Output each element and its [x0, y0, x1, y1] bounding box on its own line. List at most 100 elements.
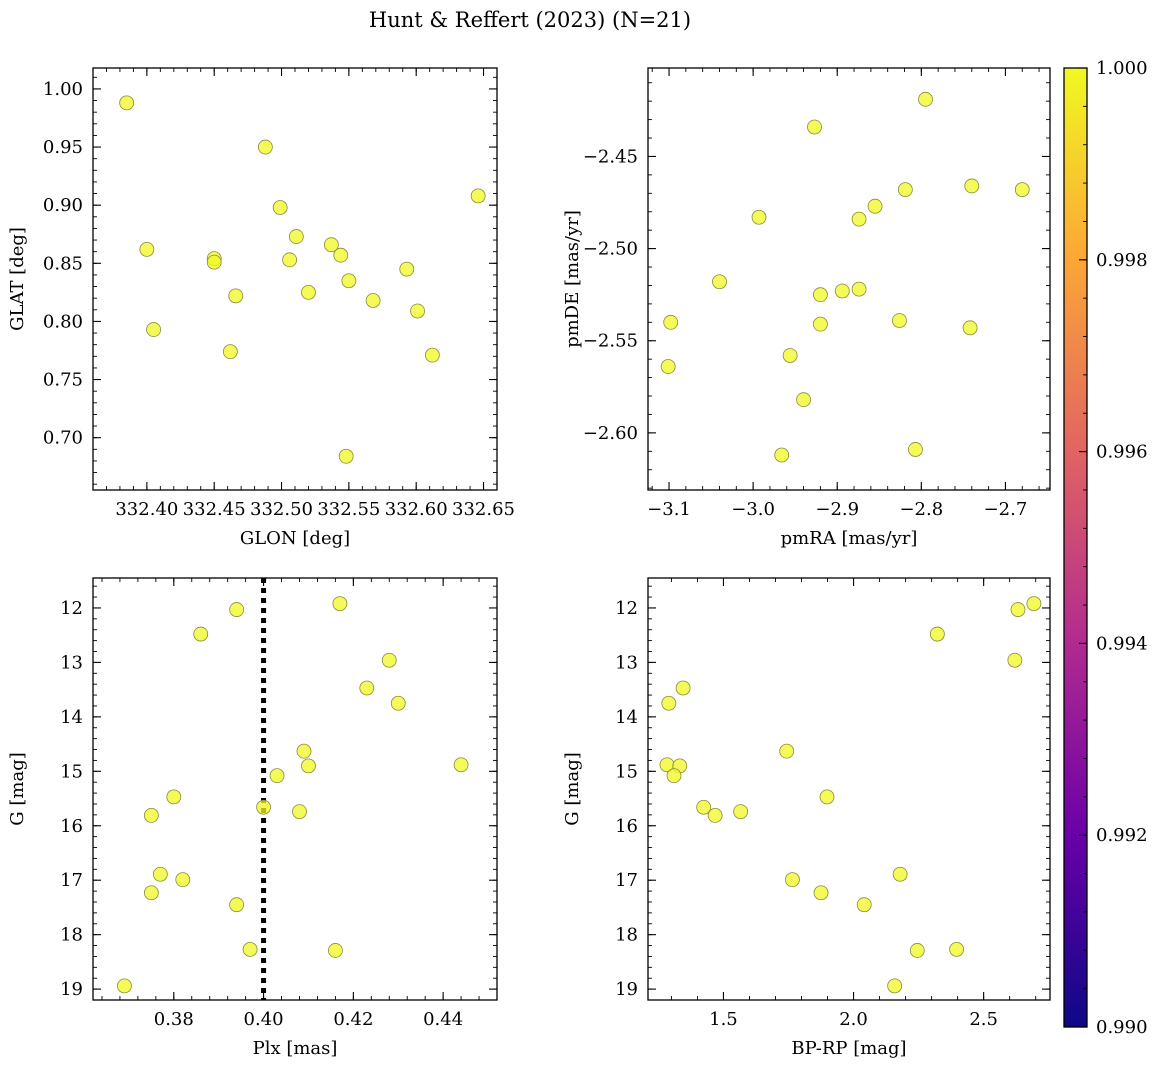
- y-tick-label: 18: [60, 925, 83, 946]
- y-tick-label: −2.60: [583, 423, 638, 444]
- data-point: [143, 808, 159, 823]
- x-tick-label: 2.5: [969, 1009, 998, 1030]
- data-point: [892, 313, 907, 328]
- data-point: [892, 866, 908, 882]
- colorbar-tick-label: 0.994: [1096, 633, 1148, 654]
- data-point: [1007, 652, 1023, 668]
- data-point: [175, 872, 191, 888]
- data-point: [1026, 596, 1042, 611]
- x-axis-label: Plx [mas]: [253, 1038, 338, 1059]
- data-point: [338, 448, 354, 464]
- data-point: [410, 303, 425, 319]
- data-point: [242, 941, 258, 957]
- data-point: [813, 287, 828, 303]
- x-axis-label: BP-RP [mag]: [791, 1038, 906, 1059]
- colorbar-gradient: [1063, 67, 1088, 1028]
- data-point: [949, 941, 964, 957]
- data-point: [470, 188, 486, 204]
- data-point: [779, 743, 795, 759]
- y-tick-label: 19: [60, 979, 83, 1000]
- y-tick-label: 13: [60, 652, 83, 673]
- x-tick-label: 0.40: [244, 1009, 284, 1030]
- x-tick-label: 0.38: [154, 1009, 194, 1030]
- data-point: [229, 602, 245, 617]
- data-point: [256, 799, 271, 815]
- y-tick-label: 12: [615, 598, 638, 619]
- y-tick-label: 0.90: [43, 195, 83, 216]
- x-axis-label: GLON [deg]: [240, 528, 350, 549]
- data-point: [296, 743, 312, 759]
- x-axis-label: pmRA [mas/yr]: [781, 528, 918, 549]
- data-point: [1014, 182, 1030, 198]
- x-tick-label: 0.44: [423, 1009, 463, 1030]
- y-tick-label: −2.45: [583, 146, 638, 167]
- axes-frame: [92, 577, 498, 1001]
- y-tick-label: 0.80: [43, 311, 83, 332]
- data-point: [272, 200, 288, 215]
- data-point: [166, 789, 182, 805]
- data-point: [819, 789, 835, 805]
- y-tick-label: 13: [615, 652, 638, 673]
- y-tick-label: 17: [60, 870, 83, 891]
- y-tick-label: −2.50: [583, 239, 638, 260]
- data-point: [897, 182, 913, 198]
- x-tick-label: 332.60: [385, 499, 448, 520]
- colorbar-tick-label: 0.996: [1096, 442, 1148, 463]
- data-point: [929, 626, 945, 642]
- data-point: [887, 978, 903, 994]
- data-point: [712, 274, 727, 290]
- data-point: [323, 237, 339, 253]
- x-tick-label: 332.50: [250, 499, 313, 520]
- data-point: [774, 447, 790, 463]
- colorbar-tick-label: 1.000: [1096, 58, 1148, 79]
- y-tick-label: 0.70: [43, 428, 83, 449]
- data-point: [359, 680, 375, 696]
- data-point: [1010, 602, 1026, 617]
- data-point: [341, 273, 357, 289]
- y-axis-label: G [mag]: [562, 752, 583, 825]
- y-tick-label: 1.00: [43, 79, 83, 100]
- x-tick-label: 332.65: [452, 499, 515, 520]
- axes-frame: [647, 67, 1051, 491]
- y-tick-label: 18: [615, 925, 638, 946]
- data-point: [851, 211, 867, 227]
- y-tick-label: 19: [615, 979, 638, 1000]
- x-tick-label: 332.55: [317, 499, 380, 520]
- data-point: [301, 758, 316, 774]
- y-tick-label: 14: [60, 707, 83, 728]
- x-tick-label: 1.5: [709, 1009, 738, 1030]
- data-point: [139, 241, 155, 257]
- y-tick-label: 17: [615, 870, 638, 891]
- data-point: [453, 757, 469, 773]
- data-point: [962, 320, 978, 336]
- x-tick-label: −2.9: [815, 499, 859, 520]
- y-tick-label: −2.55: [583, 331, 638, 352]
- y-tick-label: 0.85: [43, 253, 83, 274]
- data-point: [152, 866, 168, 882]
- data-point: [660, 359, 676, 374]
- panel-glon-glat: 332.40 332.45 332.50 332.55 332.60 332.65 0.70…: [7, 67, 515, 549]
- data-point: [206, 254, 222, 270]
- colorbar: 0.990 0.992 0.994 0.996 0.998 1.000: [1063, 58, 1148, 1038]
- data-point: [834, 283, 850, 299]
- data-point: [292, 804, 307, 819]
- data-point: [146, 322, 162, 337]
- data-point: [908, 442, 923, 457]
- data-point: [332, 596, 348, 611]
- x-tick-label: −3.0: [731, 499, 775, 520]
- data-point: [663, 314, 679, 330]
- data-point: [856, 897, 872, 913]
- y-tick-label: 15: [615, 761, 638, 782]
- x-tick-label: 2.0: [839, 1009, 868, 1030]
- data-point: [909, 943, 925, 958]
- data-point: [867, 198, 883, 214]
- axes-frame: [92, 67, 498, 491]
- data-point: [288, 229, 304, 244]
- data-point: [327, 943, 343, 958]
- data-point: [807, 119, 822, 135]
- colorbar-tick-label: 0.990: [1096, 1017, 1148, 1038]
- data-point: [696, 799, 712, 815]
- y-tick-label: 12: [60, 598, 83, 619]
- x-tick-label: 332.40: [115, 499, 178, 520]
